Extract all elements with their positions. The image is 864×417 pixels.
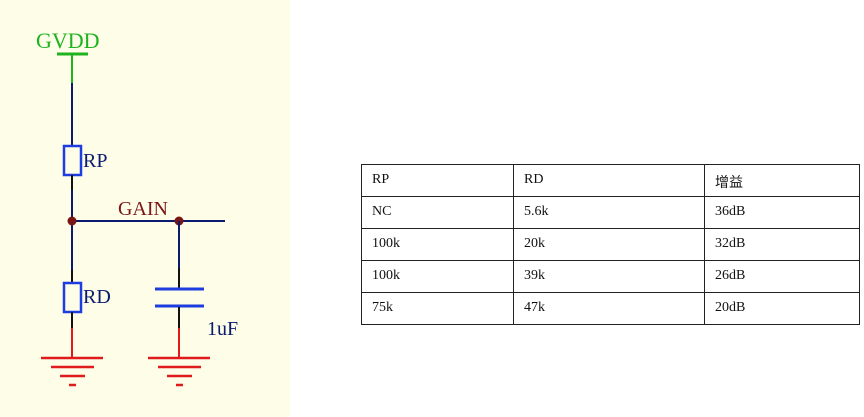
gain-schematic: GVDD RP GAIN RD 1uF <box>0 0 290 417</box>
cell: 26dB <box>704 260 860 293</box>
table-row: NC 5.6k 36dB <box>361 196 860 229</box>
cell: 47k <box>513 292 705 325</box>
rp-label: RP <box>83 150 107 172</box>
rd-label: RD <box>83 286 111 308</box>
cell: 20k <box>513 228 705 261</box>
ground-icon <box>148 356 210 387</box>
cell: 75k <box>361 292 514 325</box>
table-row: 100k 39k 26dB <box>361 260 860 293</box>
cell: 100k <box>361 260 514 293</box>
power-port-icon <box>57 52 88 83</box>
cell: 100k <box>361 228 514 261</box>
table-row: 75k 47k 20dB <box>361 292 860 325</box>
header-cell: RD <box>513 164 705 197</box>
junction-dot <box>67 216 77 226</box>
header-cell: RP <box>361 164 514 197</box>
cell: NC <box>361 196 514 229</box>
cell: 36dB <box>704 196 860 229</box>
cell: 5.6k <box>513 196 705 229</box>
gvdd-label: GVDD <box>36 28 100 53</box>
capacitor-value-label: 1uF <box>207 318 238 340</box>
schematic-background <box>0 0 290 417</box>
ground-icon <box>41 356 103 387</box>
header-cell: 增益 <box>704 164 860 197</box>
table-header-row: RP RD 增益 <box>361 164 860 197</box>
cell: 32dB <box>704 228 860 261</box>
table-row: 100k 20k 32dB <box>361 228 860 261</box>
cell: 20dB <box>704 292 860 325</box>
gain-table: RP RD 增益 NC 5.6k 36dB 100k 20k 32dB 100k… <box>361 164 860 325</box>
gain-net-label: GAIN <box>118 198 168 220</box>
cell: 39k <box>513 260 705 293</box>
capacitor-icon <box>155 287 204 308</box>
